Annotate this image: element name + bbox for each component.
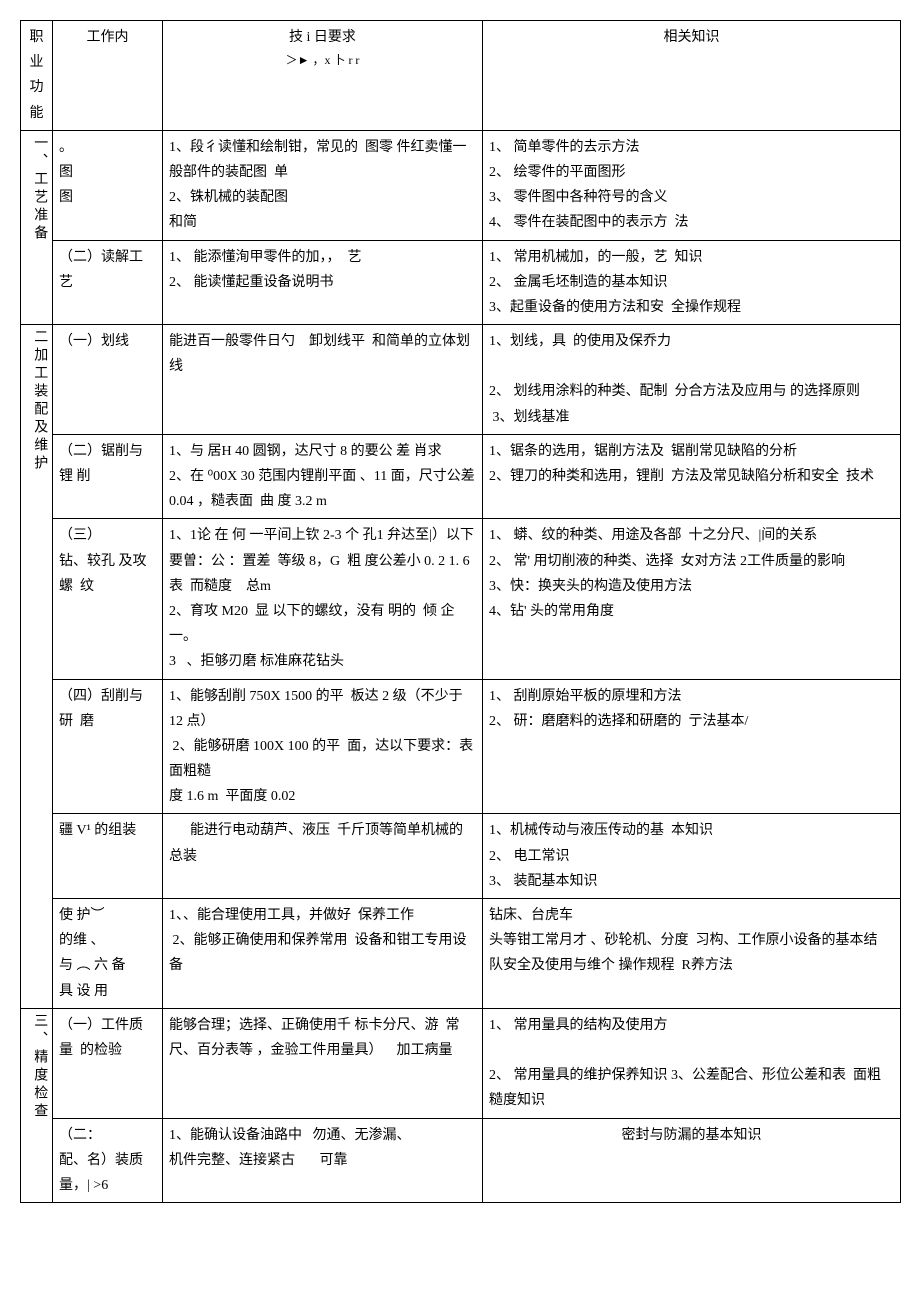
s3r2-req: 1、能确认设备油路中 勿通、无渗漏、 机件完整、连接紧古 可靠 xyxy=(163,1118,483,1203)
s3r2-work: （二： 配、名）装质量，| >6 xyxy=(53,1118,163,1203)
s2r3-know: 1、 蟒、纹的种类、用途及各部 十之分尺、|间的关系 2、 常' 用切削液的种类… xyxy=(483,519,901,679)
hdr-know: 相关知识 xyxy=(483,21,901,131)
s1r2-work: （二）读解工艺 xyxy=(53,240,163,325)
s3r2-know: 密封与防漏的基本知识 xyxy=(483,1118,901,1203)
s2r4-work: （四）刮削与研 磨 xyxy=(53,679,163,814)
section-3-title-text: 三、精度检查 xyxy=(27,1013,52,1121)
s2r1-req: 能进百一般零件日勺 卸划线平 和简单的立体划线 xyxy=(163,325,483,435)
section-1-title-text: 一、工艺准备 xyxy=(27,135,52,243)
hdr-work: 工作内 xyxy=(53,21,163,131)
s2r6-know: 钻床、台虎车 头等钳工常月才 、砂轮机、分度 习构、工作原小设备的基本结 队安全… xyxy=(483,899,901,1009)
table-row: （二： 配、名）装质量，| >6 1、能确认设备油路中 勿通、无渗漏、 机件完整… xyxy=(21,1118,901,1203)
section-3-title: 三、精度检查 xyxy=(21,1008,53,1202)
section-1-title: 一、工艺准备 xyxy=(21,130,53,324)
s1r2-know: 1、 常用机械加，的一般，艺 知识 2、 金属毛坯制造的基本知识 3、起重设备的… xyxy=(483,240,901,325)
section-2-title-text: 二加工装配及维护 xyxy=(27,329,52,473)
s2r3-req: 1、1论 在 何 一平间上钦 2-3 个 孔1 弁达至|）以下要曽：公 ：置差 … xyxy=(163,519,483,679)
table-row: 疆 V¹ 的组装 能进行电动葫芦、液压 千斤顶等简单机械的总装 1、机械传动与液… xyxy=(21,814,901,899)
s2r5-work: 疆 V¹ 的组装 xyxy=(53,814,163,899)
s2r1-know: 1、划线，具 的使用及保乔力 2、 划线用涂料的种类、配制 分合方法及应用与 的… xyxy=(483,325,901,435)
s2r6-work: 使 护︶ 的维 、 与 ︵ 六 备 具 设 用 xyxy=(53,899,163,1009)
s2r2-req: 1、与 居H 40 圆钢，达尺寸 8 的要公 差 肖求 2、在 ⁰00X 30 … xyxy=(163,434,483,519)
table-row: 二加工装配及维护 （一）划线 能进百一般零件日勺 卸划线平 和简单的立体划线 1… xyxy=(21,325,901,435)
s1r1-req: 1、段彳读懂和绘制钳，常见的 图零 件红卖懂一般部件的装配图 单 2、铢机械的装… xyxy=(163,130,483,240)
table-row: 三、精度检查 （一）工件质量 的检验 能够合理；选择、正确使用千 标卡分尺、游 … xyxy=(21,1008,901,1118)
table-row: 一、工艺准备 。 图 图 1、段彳读懂和绘制钳，常见的 图零 件红卖懂一般部件的… xyxy=(21,130,901,240)
s1r1-work: 。 图 图 xyxy=(53,130,163,240)
hdr-req-l1: 技 i 日要求 xyxy=(169,25,476,50)
header-row: 职业 功能 工作内 技 i 日要求 ＞► ，x 卜 r r 相关知识 xyxy=(21,21,901,131)
s3r1-work: （一）工件质量 的检验 xyxy=(53,1008,163,1118)
s2r6-req: 1、、能合理使用工具，并做好 保养工作 2、能够正确使用和保养常用 设备和钳工专… xyxy=(163,899,483,1009)
s1r1-know: 1、 简单零件的去示方法 2、 绘零件的平面图形 3、 零件图中各种符号的含义 … xyxy=(483,130,901,240)
s3r1-know: 1、 常用量具的结构及使用方 2、 常用量具的维护保养知识 3、公差配合、形位公… xyxy=(483,1008,901,1118)
table-row: （三） 钻、较孔 及攻螺 纹 1、1论 在 何 一平间上钦 2-3 个 孔1 弁… xyxy=(21,519,901,679)
hdr-function: 职业 功能 xyxy=(21,21,53,131)
table-row: （二）读解工艺 1、 能添懂洵甲零件的加，， 艺 2、 能读懂起重设备说明书 1… xyxy=(21,240,901,325)
s2r2-know: 1、锯条的选用，锯削方法及 锯削常见缺陷的分析 2、锂刀的种类和选用，锂削 方法… xyxy=(483,434,901,519)
hdr-req-l2: ＞► ，x 卜 r r xyxy=(169,50,476,72)
s2r4-req: 1、能够刮削 750X 1500 的平 板达 2 级（不少于 12 点） 2、能… xyxy=(163,679,483,814)
s2r5-know: 1、机械传动与液压传动的基 本知识 2、 电工常识 3、 装配基本知识 xyxy=(483,814,901,899)
table-row: 使 护︶ 的维 、 与 ︵ 六 备 具 设 用 1、、能合理使用工具，并做好 保… xyxy=(21,899,901,1009)
section-2-title: 二加工装配及维护 xyxy=(21,325,53,1009)
table-row: （二）锯削与锂 削 1、与 居H 40 圆钢，达尺寸 8 的要公 差 肖求 2、… xyxy=(21,434,901,519)
s3r1-req: 能够合理；选择、正确使用千 标卡分尺、游 常 尺、百分表等 ，金验工件用量具） … xyxy=(163,1008,483,1118)
s2r3-work: （三） 钻、较孔 及攻螺 纹 xyxy=(53,519,163,679)
hdr-req: 技 i 日要求 ＞► ，x 卜 r r xyxy=(163,21,483,131)
skills-table: 职业 功能 工作内 技 i 日要求 ＞► ，x 卜 r r 相关知识 一、工艺准… xyxy=(20,20,901,1203)
s2r4-know: 1、 刮削原始平板的原埋和方法 2、 研：磨磨料的选择和研磨的 亍法基本/ xyxy=(483,679,901,814)
table-row: （四）刮削与研 磨 1、能够刮削 750X 1500 的平 板达 2 级（不少于… xyxy=(21,679,901,814)
s2r2-work: （二）锯削与锂 削 xyxy=(53,434,163,519)
s2r1-work: （一）划线 xyxy=(53,325,163,435)
s2r5-req: 能进行电动葫芦、液压 千斤顶等简单机械的总装 xyxy=(163,814,483,899)
s1r2-req: 1、 能添懂洵甲零件的加，， 艺 2、 能读懂起重设备说明书 xyxy=(163,240,483,325)
